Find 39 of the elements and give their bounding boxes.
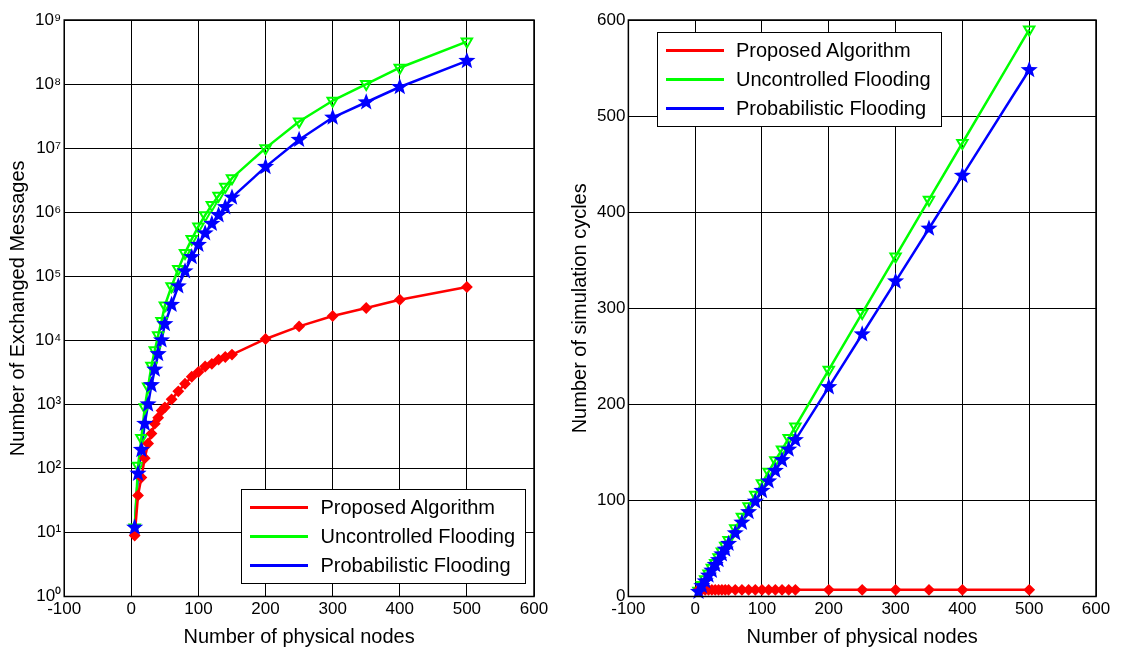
x-tick-label: 500: [1015, 599, 1044, 619]
x-tick-label: 0: [126, 599, 137, 619]
y-tick-label: 500: [596, 105, 626, 125]
x-tick-label: 300: [881, 599, 910, 619]
x-tick-label: 0: [690, 599, 700, 619]
x-axis-title: Number of physical nodes: [746, 624, 978, 647]
y-tick-label: 600: [596, 9, 626, 29]
legend-label: Probabilistic Flooding: [320, 553, 511, 578]
y-tick-label: 10⁵: [35, 265, 62, 285]
x-tick-label: 100: [747, 599, 777, 619]
y-tick-label: 10⁷: [36, 137, 62, 157]
y-tick-label: 10³: [36, 394, 62, 414]
y-tick-label: 10⁸: [35, 73, 62, 93]
y-tick-label: 200: [596, 394, 626, 414]
y-tick-label: 10⁴: [35, 330, 62, 350]
x-tick-label: 200: [251, 599, 280, 619]
y-axis-title: Number of Exchanged Messages: [5, 160, 28, 457]
x-tick-label: 300: [318, 599, 347, 619]
y-tick-label: 400: [596, 201, 626, 221]
legend-label: Uncontrolled Flooding: [320, 524, 515, 549]
x-tick-label: 600: [1081, 599, 1111, 619]
x-tick-label: 600: [519, 599, 549, 619]
x-tick-label: 400: [948, 599, 977, 619]
y-tick-label: 10¹: [36, 522, 62, 542]
legend-label: Proposed Algorithm: [320, 495, 495, 520]
y-axis-title: Number of simulation cycles: [567, 183, 590, 434]
y-tick-label: 10⁹: [35, 9, 62, 29]
legend-label: Uncontrolled Flooding: [736, 67, 931, 92]
x-tick-label: 400: [385, 599, 414, 619]
x-axis-title: Number of physical nodes: [183, 624, 415, 647]
x-tick-label: 200: [814, 599, 843, 619]
legend-label: Probabilistic Flooding: [736, 96, 927, 121]
x-tick-label: 500: [452, 599, 482, 619]
y-tick-label: 300: [596, 297, 626, 317]
x-tick-label: 100: [184, 599, 213, 619]
y-tick-label: 100: [596, 490, 626, 510]
y-tick-label: 10⁶: [35, 201, 62, 221]
y-tick-label: 10²: [36, 458, 62, 478]
legend-label: Proposed Algorithm: [736, 38, 911, 63]
